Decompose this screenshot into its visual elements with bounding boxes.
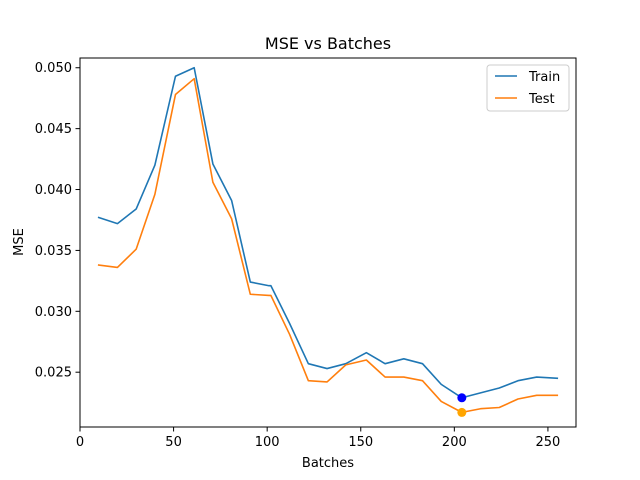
legend: Train Test — [486, 64, 570, 112]
legend-label-test: Test — [528, 92, 555, 107]
best-point-train — [457, 393, 467, 403]
plot-area — [97, 66, 559, 417]
x-tick-label: 250 — [536, 435, 561, 450]
best-point-test — [457, 407, 467, 417]
y-axis: 0.025 0.030 0.035 0.040 0.045 0.050 — [35, 61, 80, 381]
y-tick-label: 0.035 — [35, 244, 72, 259]
x-tick-label: 50 — [165, 435, 182, 450]
x-axis: 0 50 100 150 200 250 — [76, 427, 560, 450]
legend-label-train: Train — [528, 70, 560, 85]
y-tick-label: 0.030 — [35, 305, 72, 320]
x-axis-label: Batches — [302, 456, 354, 471]
series-line-train — [97, 66, 559, 399]
y-tick-label: 0.025 — [35, 366, 72, 381]
y-axis-label: MSE — [12, 228, 27, 256]
axes-frame — [79, 57, 577, 428]
chart-title: MSE vs Batches — [265, 34, 391, 53]
x-tick-label: 0 — [76, 435, 84, 450]
series-line-test — [97, 77, 559, 414]
x-tick-label: 100 — [255, 435, 280, 450]
y-tick-label: 0.045 — [35, 122, 72, 137]
y-tick-label: 0.050 — [35, 61, 72, 76]
y-tick-label: 0.040 — [35, 183, 72, 198]
x-tick-label: 200 — [442, 435, 467, 450]
x-tick-label: 150 — [348, 435, 373, 450]
